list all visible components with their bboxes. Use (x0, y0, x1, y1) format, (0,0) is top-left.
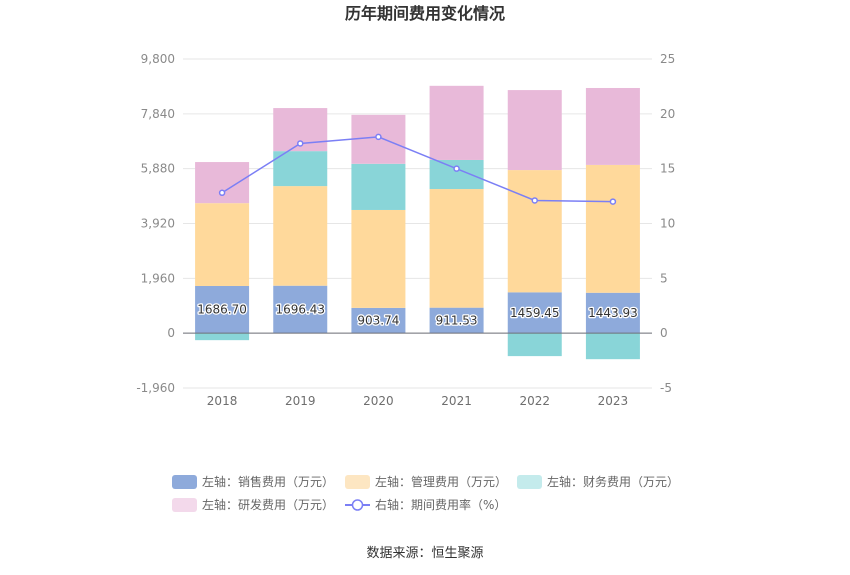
legend-label: 左轴：财务费用（万元） (547, 475, 680, 489)
x-axis-category-label: 2021 (441, 394, 472, 408)
bar-finance-expense-2018[interactable] (195, 333, 250, 341)
bar-rd-expense-2023[interactable] (585, 87, 640, 165)
bar-admin-expense-2019[interactable] (273, 186, 328, 286)
bar-sales-expense-2022[interactable] (507, 292, 562, 334)
bar-admin-expense-2022[interactable] (507, 170, 562, 293)
bar-value-label: 1696.43 (275, 302, 325, 316)
bar-rd-expense-2022[interactable] (507, 90, 562, 171)
x-axis-category-label: 2023 (598, 394, 629, 408)
bar-finance-expense-2020[interactable] (351, 163, 406, 210)
left-axis-tick-label: 1,960 (141, 271, 175, 285)
legend-label: 左轴：销售费用（万元） (202, 475, 335, 489)
x-axis-category-label: 2018 (207, 394, 238, 408)
left-axis-tick-label: -1,960 (136, 381, 175, 395)
bar-finance-expense-2019[interactable] (273, 151, 328, 187)
bar-sales-expense-2021[interactable] (429, 307, 484, 334)
bar-sales-expense-2018[interactable] (195, 285, 250, 334)
line-marker-icon (345, 499, 370, 511)
x-axis-category-label: 2022 (519, 394, 550, 408)
bar-sales-expense-2019[interactable] (273, 285, 328, 334)
legend-label: 右轴：期间费用率（%） (375, 498, 507, 512)
left-axis-tick-label: 3,920 (141, 217, 175, 231)
right-axis-tick-label: 5 (660, 271, 668, 285)
bar-value-label: 903.74 (357, 314, 399, 328)
point-expense-ratio-2020[interactable] (375, 133, 382, 141)
right-axis-tick-label: 10 (660, 217, 675, 231)
bar-value-label: 1459.45 (510, 306, 560, 320)
legend-item-sales-expense[interactable]: 左轴：销售费用（万元） (172, 474, 334, 490)
bar-rd-expense-2021[interactable] (429, 85, 484, 160)
point-expense-ratio-2018[interactable] (218, 189, 226, 197)
bar-admin-expense-2020[interactable] (351, 209, 406, 308)
right-axis-tick-label: 0 (660, 326, 668, 340)
legend-color-swatch (345, 475, 370, 489)
bar-series-group (195, 85, 640, 360)
bar-rd-expense-2018[interactable] (195, 162, 250, 204)
right-axis-tick-label: 15 (660, 162, 675, 176)
legend-color-swatch (172, 475, 197, 489)
bar-admin-expense-2018[interactable] (195, 203, 250, 286)
point-expense-ratio-2019[interactable] (297, 140, 304, 147)
legend-label: 左轴：研发费用（万元） (202, 498, 335, 512)
line-expense-ratio (221, 136, 613, 203)
left-axis-tick-label: 0 (167, 326, 175, 340)
point-expense-ratio-2021[interactable] (453, 165, 460, 172)
chart-plot: -1,960 0 1,960 3,920 5,880 7,840 9,800 -5 0 5 10 15… (136, 52, 675, 408)
x-axis-category-label: 2019 (285, 394, 316, 408)
source-note: 数据来源：恒生聚源 (366, 546, 484, 561)
bar-finance-expense-2023[interactable] (585, 333, 640, 360)
right-axis-tick-label: 25 (660, 52, 675, 66)
legend-item-rd-expense[interactable]: 左轴：研发费用（万元） (172, 497, 334, 513)
bar-admin-expense-2021[interactable] (429, 189, 484, 308)
left-axis-tick-label: 9,800 (141, 52, 175, 66)
legend-item-finance-expense[interactable]: 左轴：财务费用（万元） (517, 474, 679, 490)
right-axis-tick-label: 20 (660, 107, 675, 121)
left-axis-tick-label: 7,840 (141, 107, 175, 121)
legend-color-swatch (172, 498, 197, 512)
point-expense-ratio-2023[interactable] (609, 198, 617, 205)
legend-item-expense-ratio[interactable]: 右轴：期间费用率（%） (345, 497, 506, 513)
gridlines (183, 58, 652, 389)
bar-value-label: 1443.93 (588, 306, 638, 320)
bar-admin-expense-2023[interactable] (585, 164, 640, 293)
point-expense-ratio-2022[interactable] (531, 197, 538, 204)
left-axis-tick-label: 5,880 (141, 162, 175, 176)
chart-title: 历年期间费用变化情况 (344, 4, 505, 23)
x-axis-category-label: 2020 (363, 394, 394, 408)
bar-value-label: 1686.70 (197, 303, 247, 317)
bar-sales-expense-2023[interactable] (585, 292, 640, 334)
legend-color-swatch (517, 475, 542, 489)
bar-finance-expense-2022[interactable] (507, 333, 562, 357)
legend-item-admin-expense[interactable]: 左轴：管理费用（万元） (345, 474, 507, 490)
bar-value-label: 911.53 (436, 313, 478, 327)
bar-sales-expense-2020[interactable] (351, 307, 406, 334)
legend-label: 左轴：管理费用（万元） (375, 475, 508, 489)
right-axis-tick-label: -5 (660, 381, 672, 395)
bar-finance-expense-2021[interactable] (429, 159, 484, 190)
